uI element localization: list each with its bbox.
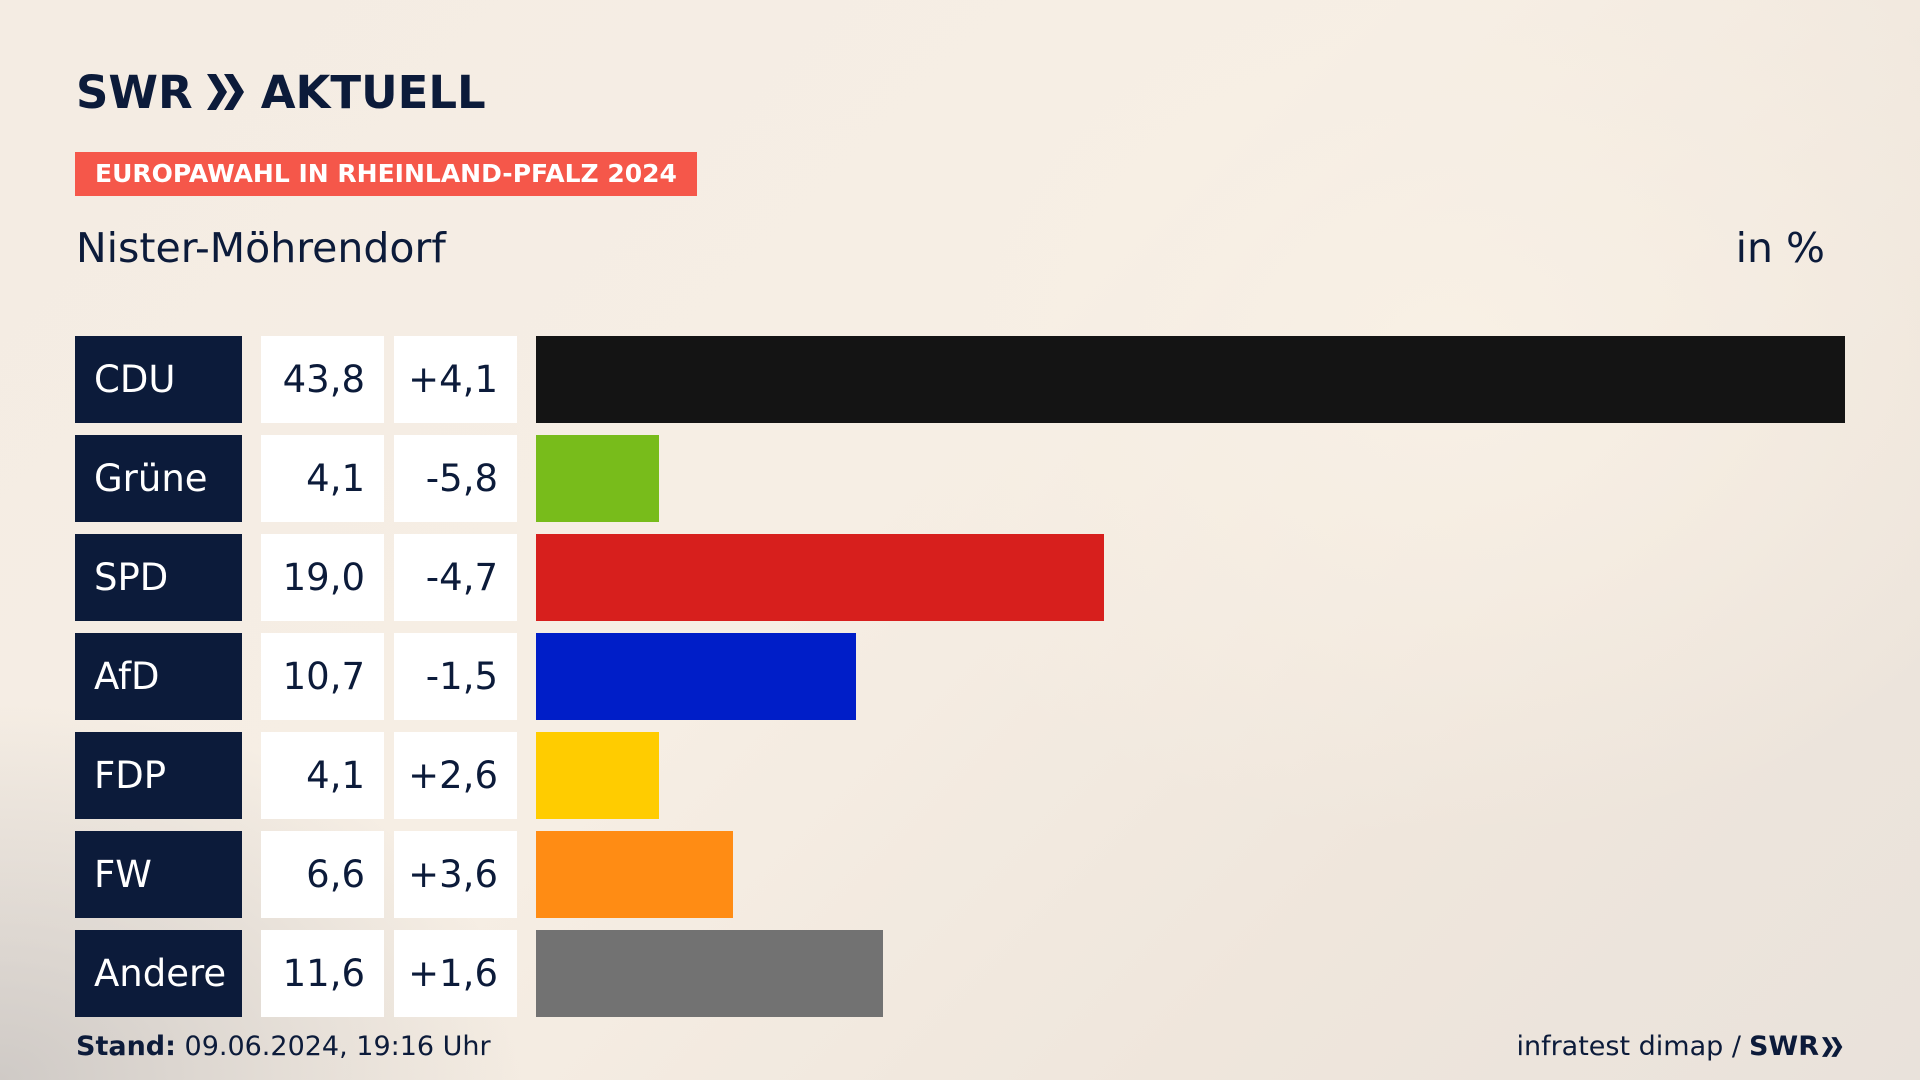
bar-fdp xyxy=(536,732,659,819)
source-credit: infratest dimap / SWR xyxy=(1516,1030,1844,1064)
chart-row-fdp: FDP 4,1 +2,6 xyxy=(75,732,1845,819)
diff-value: +4,1 xyxy=(394,336,517,423)
bar-andere xyxy=(536,930,883,1017)
source-brand: SWR xyxy=(1749,1030,1844,1064)
stand-value: 09.06.2024, 19:16 Uhr xyxy=(184,1031,491,1062)
diff-value: -1,5 xyxy=(394,633,517,720)
party-label: SPD xyxy=(75,534,242,621)
bar-fw xyxy=(536,831,733,918)
swr-aktuell-logo: SWR AKTUELL xyxy=(76,65,486,119)
chart-row-cdu: CDU 43,8 +4,1 xyxy=(75,336,1845,423)
party-label: FDP xyxy=(75,732,242,819)
chart-row-fw: FW 6,6 +3,6 xyxy=(75,831,1845,918)
stand-label: Stand: xyxy=(76,1031,176,1062)
bar-cdu xyxy=(536,336,1845,423)
share-value: 11,6 xyxy=(261,930,384,1017)
source-brand-name: SWR xyxy=(1748,1031,1819,1062)
double-chevron-icon xyxy=(206,74,244,110)
share-value: 19,0 xyxy=(261,534,384,621)
party-label: CDU xyxy=(75,336,242,423)
share-value: 43,8 xyxy=(261,336,384,423)
share-value: 4,1 xyxy=(261,732,384,819)
election-badge: EUROPAWAHL IN RHEINLAND-PFALZ 2024 xyxy=(75,152,697,196)
timestamp: Stand: 09.06.2024, 19:16 Uhr xyxy=(76,1030,491,1064)
bar-afd xyxy=(536,633,856,720)
diff-value: -4,7 xyxy=(394,534,517,621)
party-label: FW xyxy=(75,831,242,918)
chart-row-spd: SPD 19,0 -4,7 xyxy=(75,534,1845,621)
source-label: infratest dimap / xyxy=(1516,1031,1741,1062)
party-label: Grüne xyxy=(75,435,242,522)
share-value: 10,7 xyxy=(261,633,384,720)
chart-row-andere: Andere 11,6 +1,6 xyxy=(75,930,1845,1017)
bar-grüne xyxy=(536,435,659,522)
chart-row-afd: AfD 10,7 -1,5 xyxy=(75,633,1845,720)
diff-value: +1,6 xyxy=(394,930,517,1017)
diff-value: -5,8 xyxy=(394,435,517,522)
brand-section: AKTUELL xyxy=(260,65,486,119)
share-value: 4,1 xyxy=(261,435,384,522)
unit-label: in % xyxy=(1735,224,1825,272)
diff-value: +3,6 xyxy=(394,831,517,918)
chart-row-grüne: Grüne 4,1 -5,8 xyxy=(75,435,1845,522)
party-label: AfD xyxy=(75,633,242,720)
share-value: 6,6 xyxy=(261,831,384,918)
bar-spd xyxy=(536,534,1104,621)
place-title: Nister-Möhrendorf xyxy=(76,224,446,272)
brand-name: SWR xyxy=(76,65,193,119)
party-label: Andere xyxy=(75,930,242,1017)
diff-value: +2,6 xyxy=(394,732,517,819)
double-chevron-icon xyxy=(1822,1037,1843,1057)
